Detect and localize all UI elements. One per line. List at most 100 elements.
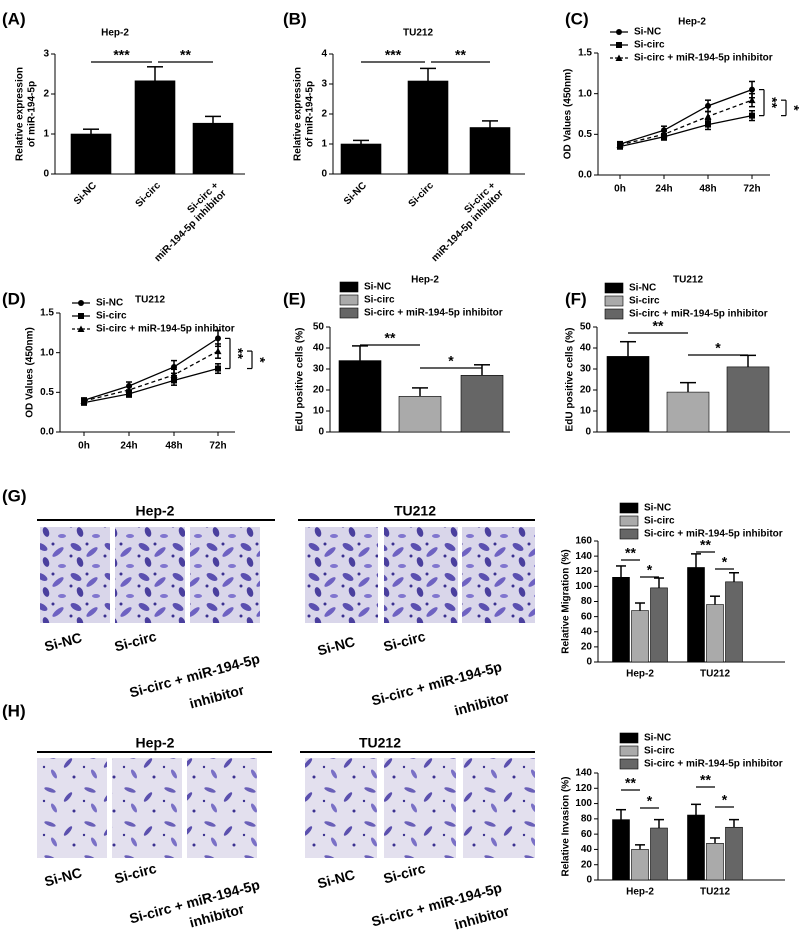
bar (612, 576, 630, 663)
y-axis-label-group: EdU positive cells (%) (295, 328, 306, 432)
bar (469, 127, 511, 175)
y-axis-label-group: Relative expression (15, 67, 26, 161)
x-tick-label-group: Si-circ (134, 180, 164, 210)
y-axis-label-group: of miR-194-5p (27, 81, 38, 147)
bar (631, 610, 649, 663)
panel-label: (G) (2, 486, 27, 505)
significance-group: * (786, 105, 800, 111)
chart-title: Hep-2 (411, 275, 439, 286)
x-tick-label: 48h (699, 184, 716, 195)
y-axis-label-group: Relative expression (293, 67, 304, 161)
bar (726, 366, 770, 433)
chart-title: TU212 (673, 275, 703, 286)
point (705, 102, 711, 109)
y-tick-label: 80 (581, 813, 593, 824)
y-tick-label: 10 (313, 406, 325, 417)
legend-label: Si-circ + miR-194-5p inhibitor (644, 759, 783, 770)
y-tick-label: 2 (43, 89, 49, 100)
x-tick-label: 24h (120, 441, 137, 452)
legend-swatch (339, 281, 359, 293)
legend-label: Si-circ (634, 40, 665, 51)
x-tick-label-group: Si-circ +miR-194-5p inhibitor (430, 180, 506, 264)
panel-label: (A) (2, 9, 26, 28)
legend-label: Si-circ (364, 295, 395, 306)
x-tick-label: miR-194-5p inhibitor (153, 188, 229, 264)
significance-group: ** (764, 97, 780, 108)
image-label: inhibitor (453, 902, 512, 931)
bar (687, 814, 705, 881)
y-axis-label-group: Relative Migration (%) (561, 549, 572, 653)
y-tick-label: 30 (313, 364, 325, 375)
y-axis-label: of miR-194-5p (305, 81, 316, 147)
y-tick-label: 160 (575, 536, 592, 547)
legend-marker (616, 42, 622, 48)
point (215, 365, 221, 372)
y-tick-label: 80 (581, 596, 593, 607)
micrograph (462, 527, 535, 623)
panel-label: (H) (2, 701, 26, 720)
image-label: inhibitor (453, 688, 512, 718)
significance-label: * (786, 105, 800, 111)
y-tick-label: 3 (321, 79, 327, 90)
bar (612, 819, 630, 881)
micrograph (37, 758, 107, 858)
image-label: inhibitor (188, 681, 247, 711)
point (126, 390, 132, 397)
bar (398, 395, 442, 433)
legend-swatch (339, 307, 359, 319)
image-label: Si-circ (382, 860, 428, 887)
significance-label: ** (455, 47, 466, 63)
legend-swatch (619, 758, 639, 770)
y-axis-label: OD Values (450nm) (25, 327, 36, 418)
micrograph (463, 758, 535, 858)
y-tick-label: 0 (43, 169, 49, 180)
bar (687, 567, 705, 663)
y-tick-label: 50 (313, 322, 325, 333)
micrograph (187, 758, 257, 858)
y-tick-label: 20 (580, 385, 592, 396)
panel-label: (B) (283, 9, 307, 28)
bar (706, 843, 724, 881)
significance-label: ** (653, 318, 664, 334)
series-line (619, 99, 753, 146)
significance-label: *** (113, 47, 130, 63)
significance-label: ** (385, 330, 396, 346)
significance-label: ** (230, 348, 246, 359)
y-tick-label: 140 (575, 768, 592, 779)
bar (706, 604, 724, 663)
bar (407, 80, 449, 175)
y-tick-label: 20 (313, 385, 325, 396)
chart-title: Hep-2 (678, 17, 706, 28)
x-tick-label: 48h (165, 441, 182, 452)
micrograph (305, 527, 378, 623)
y-axis-label-group: OD Values (450nm) (25, 327, 36, 418)
bar (725, 581, 743, 663)
legend-marker (615, 54, 623, 61)
y-tick-label: 2 (321, 109, 327, 120)
bar (650, 587, 668, 663)
y-tick-label: 60 (581, 829, 593, 840)
point (749, 112, 755, 119)
y-tick-label: 60 (581, 611, 593, 622)
y-tick-label: 40 (581, 626, 593, 637)
micrograph (115, 527, 185, 623)
legend-marker (77, 325, 85, 332)
bar (666, 391, 710, 433)
y-axis-label: OD Values (450nm) (563, 69, 574, 160)
x-tick-label-group: Si-NC (72, 180, 99, 207)
x-tick-label: 72h (209, 441, 226, 452)
y-tick-label: 100 (575, 798, 592, 809)
y-tick-label: 40 (581, 844, 593, 855)
y-tick-label: 1.0 (40, 347, 54, 358)
significance-label: * (722, 554, 728, 570)
micrograph (190, 527, 260, 623)
image-label: Si-NC (43, 864, 84, 889)
x-tick-label: 0h (78, 441, 90, 452)
bar (725, 826, 743, 881)
y-tick-label: 1 (321, 139, 327, 150)
y-tick-label: 4 (321, 49, 327, 60)
x-tick-label: Hep-2 (626, 887, 654, 898)
legend-swatch (619, 732, 639, 744)
series-line (619, 88, 753, 145)
